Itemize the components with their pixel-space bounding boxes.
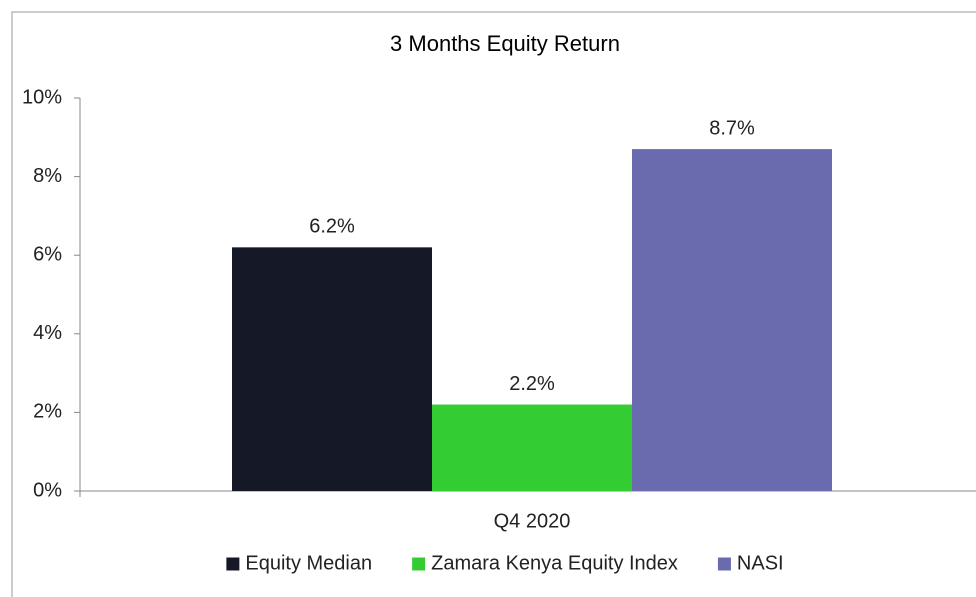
bar [232, 247, 432, 491]
legend-label: NASI [737, 552, 784, 574]
y-tick-label: 6% [33, 243, 62, 265]
bar [432, 404, 632, 491]
legend-label: Zamara Kenya Equity Index [431, 552, 678, 574]
bar [632, 149, 832, 491]
y-tick-label: 8% [33, 165, 62, 187]
legend-swatch [226, 557, 240, 571]
x-tick-label: Q4 2020 [494, 510, 571, 532]
chart-title: 3 Months Equity Return [390, 31, 620, 56]
y-tick-label: 0% [33, 479, 62, 501]
legend-swatch [412, 557, 426, 571]
data-label: 6.2% [309, 216, 355, 238]
legend-swatch [717, 557, 731, 571]
data-label: 8.7% [709, 117, 755, 139]
y-tick-label: 2% [33, 401, 62, 423]
legend-label: Equity Median [245, 552, 372, 574]
y-tick-label: 4% [33, 322, 62, 344]
y-tick-label: 10% [22, 86, 62, 108]
data-label: 2.2% [509, 373, 555, 395]
chart-frame [11, 11, 976, 597]
